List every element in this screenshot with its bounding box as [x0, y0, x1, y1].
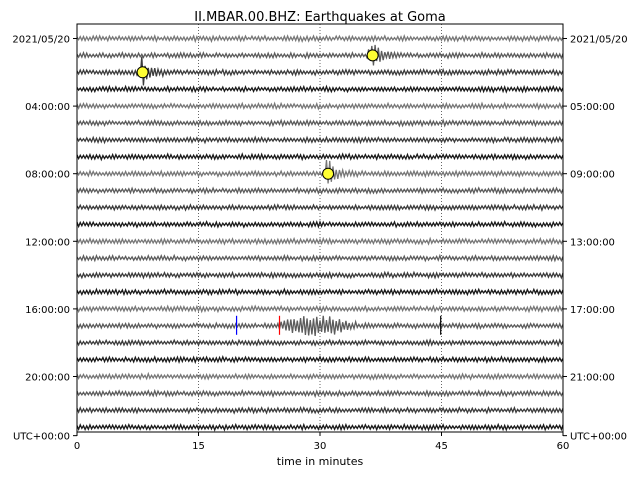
- event-marker: [366, 49, 379, 62]
- trace-line: [76, 287, 564, 297]
- trace-line: [76, 236, 564, 246]
- trace-line: [76, 56, 564, 86]
- trace-line: [76, 118, 564, 128]
- chart-title: II.MBAR.00.BHZ: Earthquakes at Goma: [194, 10, 445, 25]
- x-ticks: 0 15 30 45 60: [74, 432, 570, 452]
- y-tick-label-right: 17:00:00: [570, 305, 615, 316]
- y-tick-label-left: 2021/05/20: [12, 35, 70, 46]
- y-tick-label-left: 16:00:00: [25, 305, 70, 316]
- trace-line: [76, 159, 564, 184]
- trace-line: [76, 270, 564, 280]
- grid-lines: [198, 24, 442, 432]
- x-tick-label: 45: [435, 441, 448, 452]
- y-tick-label-right: 2021/05/20: [570, 35, 628, 46]
- trace-line: [76, 405, 564, 415]
- trace-line: [76, 315, 564, 337]
- y-tick-label-right: 13:00:00: [570, 237, 615, 248]
- y-tick-label-left: UTC+00:00: [13, 432, 70, 443]
- trace-line: [76, 44, 564, 66]
- trace-line: [76, 152, 564, 162]
- y-tick-label-left: 20:00:00: [25, 373, 70, 384]
- y-tick-label-left: 08:00:00: [25, 170, 70, 181]
- trace-line: [76, 388, 564, 399]
- x-tick-label: 30: [314, 441, 327, 452]
- trace-line: [76, 84, 564, 94]
- x-tick-label: 15: [192, 441, 205, 452]
- seismogram-traces: [76, 34, 564, 432]
- y-tick-label-right: 21:00:00: [570, 373, 615, 384]
- trace-line: [76, 101, 564, 111]
- trace-line: [76, 337, 564, 348]
- event-marker: [136, 66, 149, 79]
- trace-line: [76, 219, 564, 229]
- trace-line: [76, 135, 564, 145]
- trace-line: [76, 422, 564, 432]
- y-tick-label-left: 12:00:00: [25, 237, 70, 248]
- y-tick-label-right: 09:00:00: [570, 170, 615, 181]
- trace-line: [76, 203, 564, 213]
- trace-line: [76, 371, 564, 381]
- y-ticks: 2021/05/20 04:00:00 08:00:00 12:00:00 16:00:…: [12, 35, 627, 443]
- y-tick-label-right: 05:00:00: [570, 102, 615, 113]
- y-tick-label-right: UTC+00:00: [570, 432, 627, 443]
- event-marker: [322, 167, 335, 180]
- x-tick-label: 0: [74, 441, 80, 452]
- x-axis-label: time in minutes: [277, 455, 364, 468]
- event-markers: [136, 49, 379, 180]
- trace-line: [76, 186, 564, 195]
- trace-line: [76, 253, 564, 263]
- trace-line: [76, 34, 564, 44]
- trace-line: [76, 355, 564, 365]
- phase-picks: [235, 315, 442, 335]
- trace-line: [76, 304, 564, 314]
- y-tick-label-left: 04:00:00: [25, 102, 70, 113]
- x-tick-label: 60: [557, 441, 570, 452]
